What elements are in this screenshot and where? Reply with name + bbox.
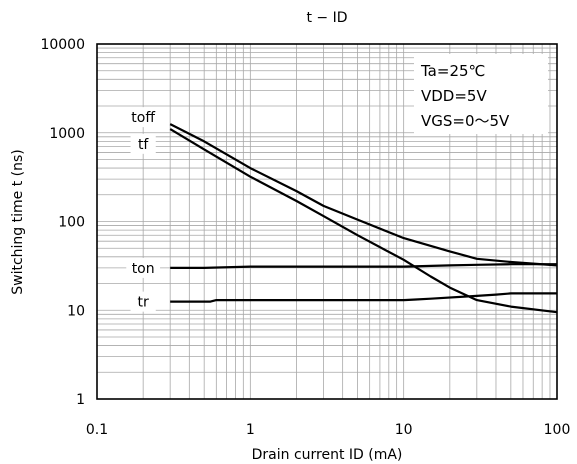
curve-tr [170,292,557,303]
y-tick-label: 1 [76,392,85,408]
x-tick-label: 0.1 [86,422,108,438]
y-axis-label: Switching time t (ns) [10,149,26,295]
series-label-tr: tr [138,295,149,311]
grid-lines [97,44,557,399]
series-labels: toff tf ton tr [121,107,165,312]
series-label-toff: toff [131,110,155,126]
x-axis-label: Drain current ID (mA) [252,447,403,463]
series-label-bg [130,291,156,312]
series-label-ton: ton [132,261,155,277]
plot-frame [96,43,558,400]
curve-tf [169,128,558,314]
curves [169,123,558,314]
x-tick-label: 100 [544,422,571,438]
chart-title: t − ID [306,10,347,26]
curve-ton [170,263,557,269]
annotation-temperature: Ta=25℃ [420,62,485,80]
y-tick-label: 10 [67,303,85,319]
annotation-vdd: VDD=5V [421,87,487,105]
series-label-bg [121,107,165,128]
series-label-bg [126,257,161,278]
series-label-bg [130,133,156,154]
y-tick-label: 10000 [40,37,85,53]
annotation-vgs: VGS=0～5V [421,112,510,130]
y-tick-label: 1000 [49,126,85,142]
x-tick-label: 1 [246,422,255,438]
x-tick-label: 10 [395,422,413,438]
y-tick-label: 100 [58,215,85,231]
annotation-box [414,54,548,134]
curve-toff [169,123,558,267]
series-label-tf: tf [138,137,149,153]
